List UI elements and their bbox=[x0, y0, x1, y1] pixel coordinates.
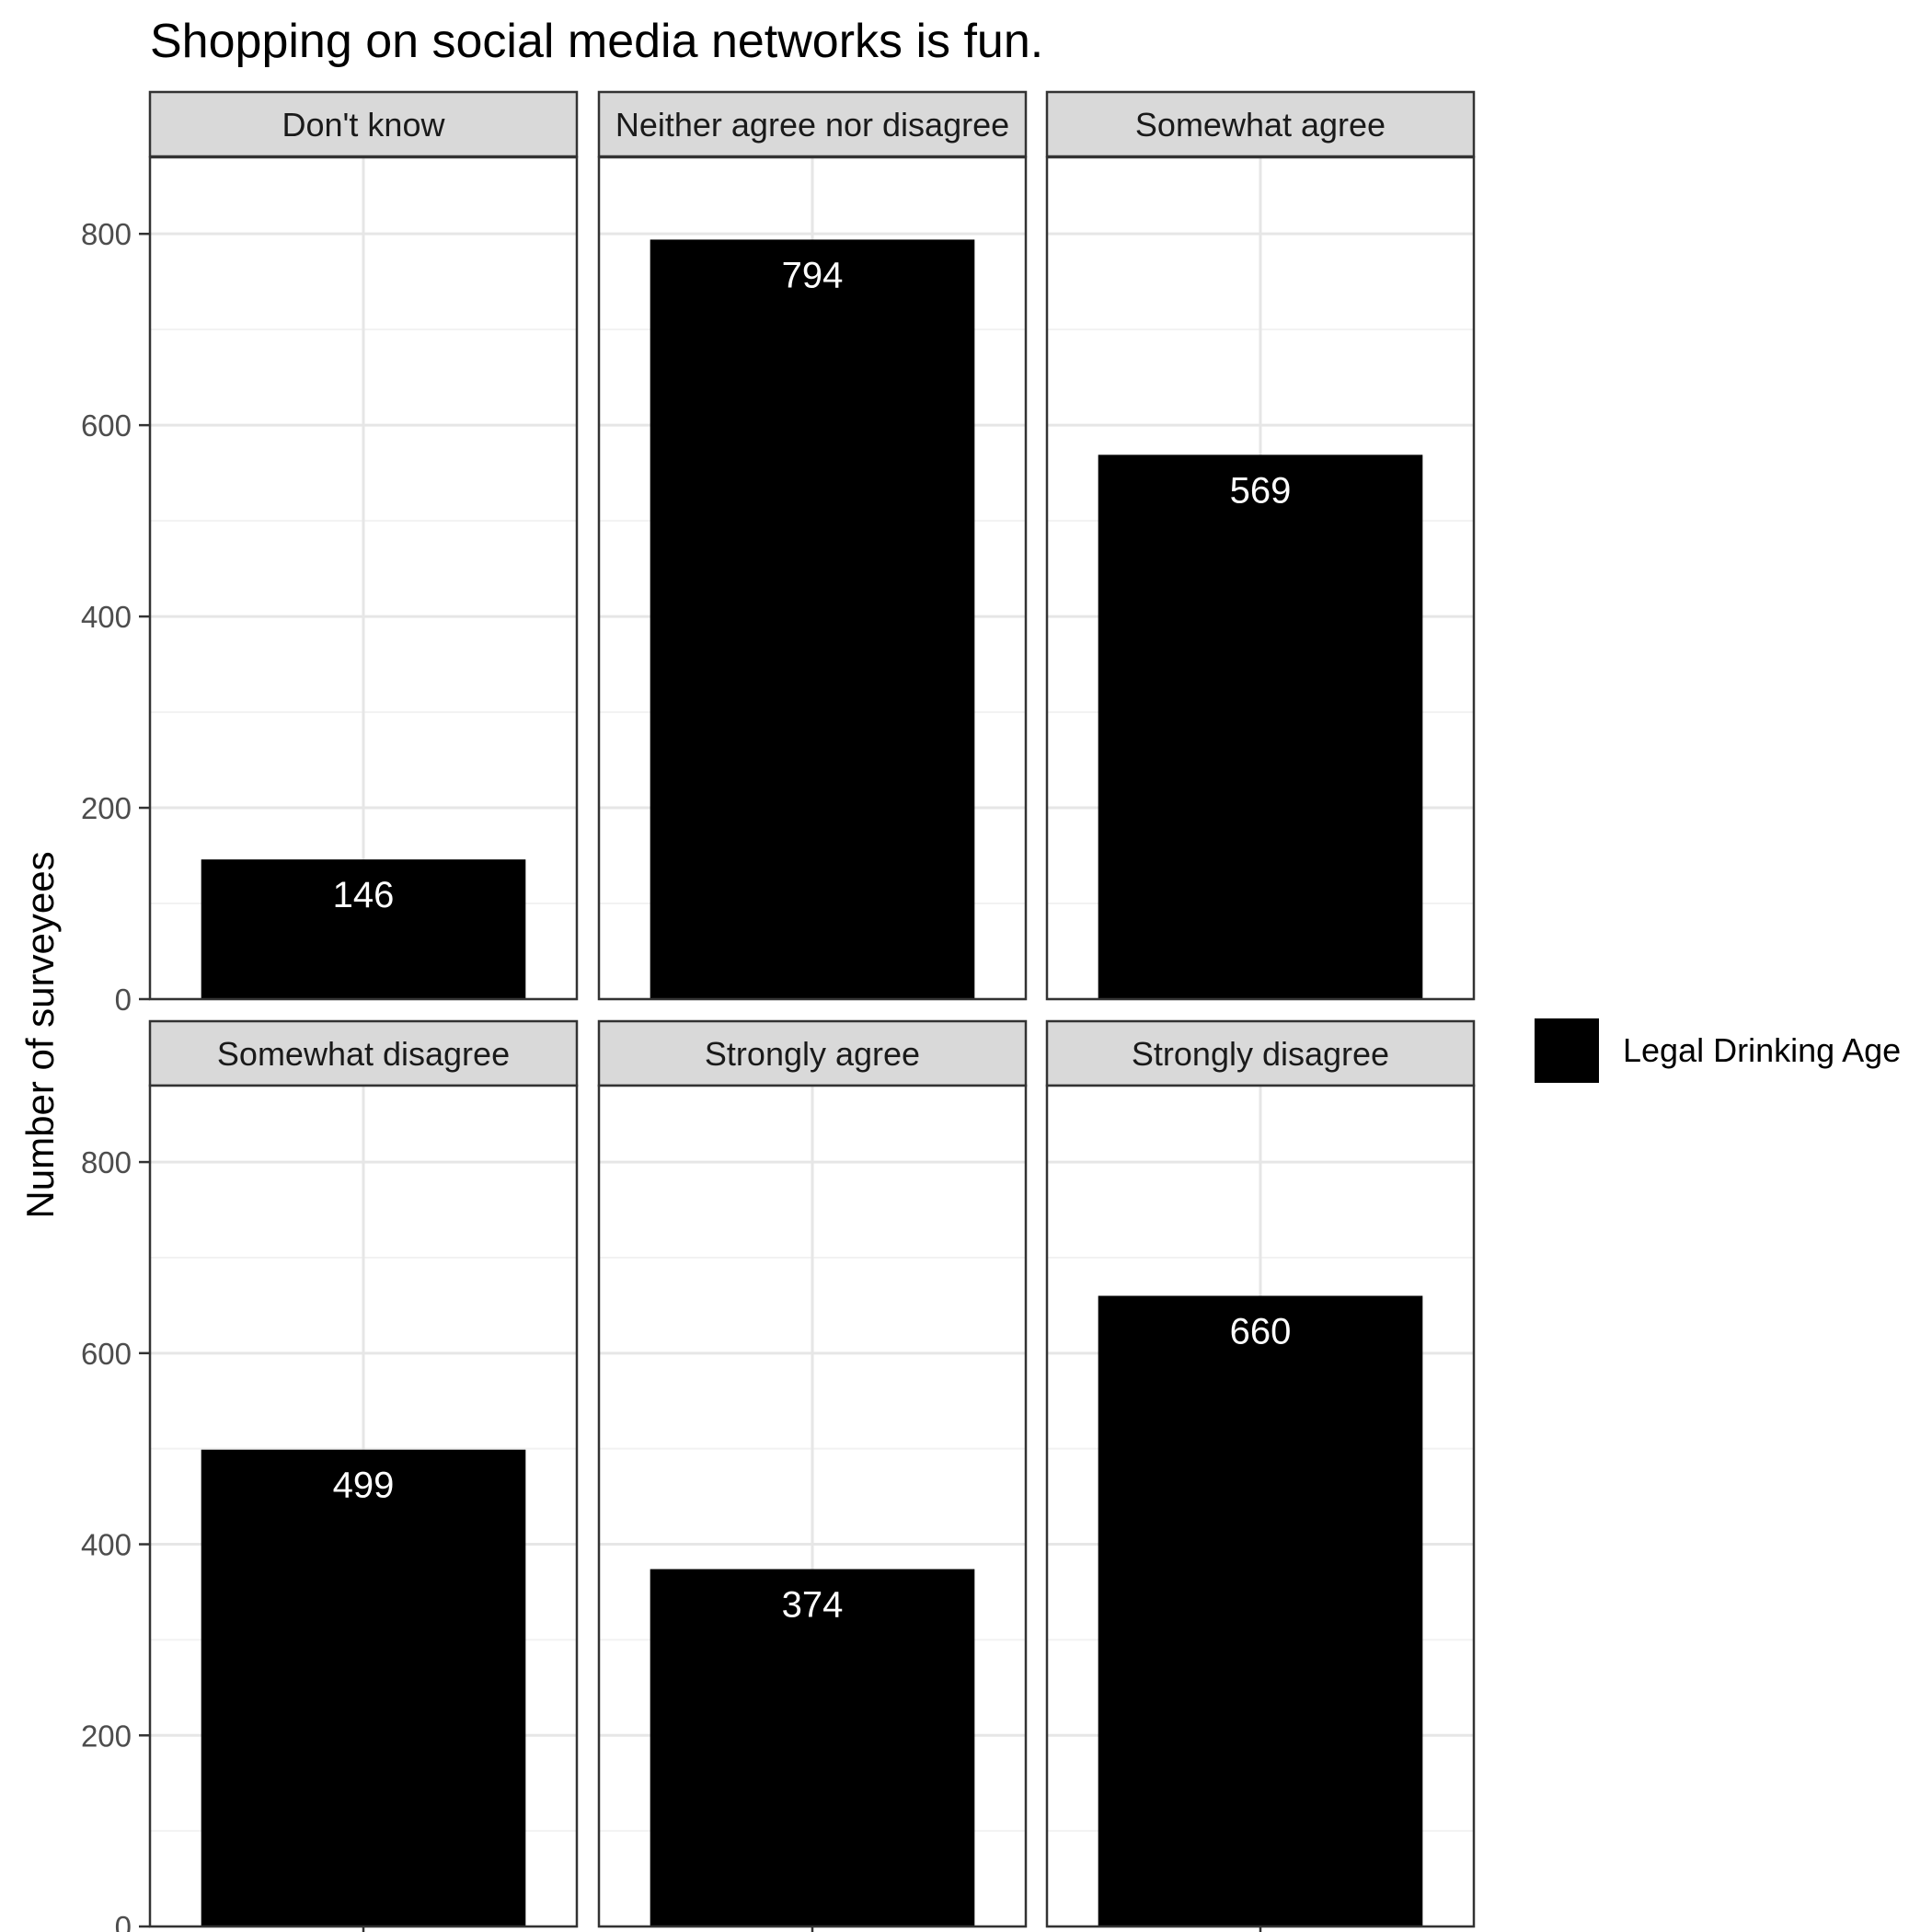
facet-panel: Strongly agree 374 bbox=[597, 1019, 1028, 1932]
facet-panel: Don't know 146 0 200 400 600 800 bbox=[81, 90, 579, 1017]
facet-panel: Somewhat agree 569 bbox=[1045, 90, 1476, 1001]
bar-value-label: 660 bbox=[1230, 1312, 1292, 1352]
y-tick-label: 600 bbox=[81, 1337, 132, 1371]
y-tick-label: 200 bbox=[81, 1719, 132, 1753]
legend-label: Legal Drinking Age bbox=[1623, 1031, 1901, 1069]
panel-border bbox=[148, 155, 579, 1001]
facet-grid: Don't know 146 0 200 400 600 800 Neither agree … bbox=[81, 90, 1476, 1932]
bar-value-label: 146 bbox=[333, 875, 395, 915]
bar-value-label: 794 bbox=[782, 255, 844, 295]
y-tick-label: 800 bbox=[81, 217, 132, 251]
facet-strip bbox=[597, 90, 1028, 158]
y-tick-label: 400 bbox=[81, 600, 132, 634]
y-tick-label: 0 bbox=[115, 1910, 132, 1932]
bar-value-label: 499 bbox=[333, 1466, 395, 1506]
bar-value-label: 374 bbox=[782, 1585, 844, 1626]
bar bbox=[1098, 454, 1423, 999]
y-tick-label: 0 bbox=[115, 983, 132, 1017]
facet-strip-label: Don't know bbox=[282, 106, 446, 144]
y-axis-title: Number of surveyees bbox=[18, 851, 62, 1218]
legend-key-swatch bbox=[1535, 1018, 1599, 1083]
facet-strip-label: Strongly disagree bbox=[1132, 1035, 1389, 1073]
legend: Legal Drinking Age bbox=[1535, 1018, 1901, 1083]
facet-panel: Somewhat disagree 499 0 200 400 600 800 bbox=[81, 1019, 579, 1932]
facet-strip bbox=[1045, 90, 1476, 158]
bar bbox=[201, 859, 526, 999]
bar bbox=[1098, 1295, 1423, 1926]
facet-strip-label: Somewhat disagree bbox=[217, 1035, 510, 1073]
bar-value-label: 569 bbox=[1230, 470, 1292, 511]
facet-strip-label: Somewhat agree bbox=[1135, 106, 1386, 144]
panel-border bbox=[597, 155, 1028, 1001]
bar bbox=[650, 239, 975, 1000]
bar bbox=[201, 1449, 526, 1926]
y-tick-label: 800 bbox=[81, 1145, 132, 1179]
facet-strip bbox=[148, 90, 579, 158]
facet-strip-label: Neither agree nor disagree bbox=[615, 106, 1009, 144]
y-tick-label: 200 bbox=[81, 791, 132, 825]
chart-title: Shopping on social media networks is fun… bbox=[150, 15, 1043, 68]
facet-strip bbox=[597, 1019, 1028, 1087]
facet-strip bbox=[1045, 1019, 1476, 1087]
panel-border bbox=[1045, 155, 1476, 1001]
facet-strip-label: Strongly agree bbox=[705, 1035, 920, 1073]
y-tick-label: 600 bbox=[81, 408, 132, 443]
y-tick-label: 400 bbox=[81, 1528, 132, 1562]
facet-panel: Neither agree nor disagree 794 bbox=[597, 90, 1028, 1001]
facet-panel: Strongly disagree 660 bbox=[1045, 1019, 1476, 1932]
bar bbox=[650, 1569, 975, 1926]
